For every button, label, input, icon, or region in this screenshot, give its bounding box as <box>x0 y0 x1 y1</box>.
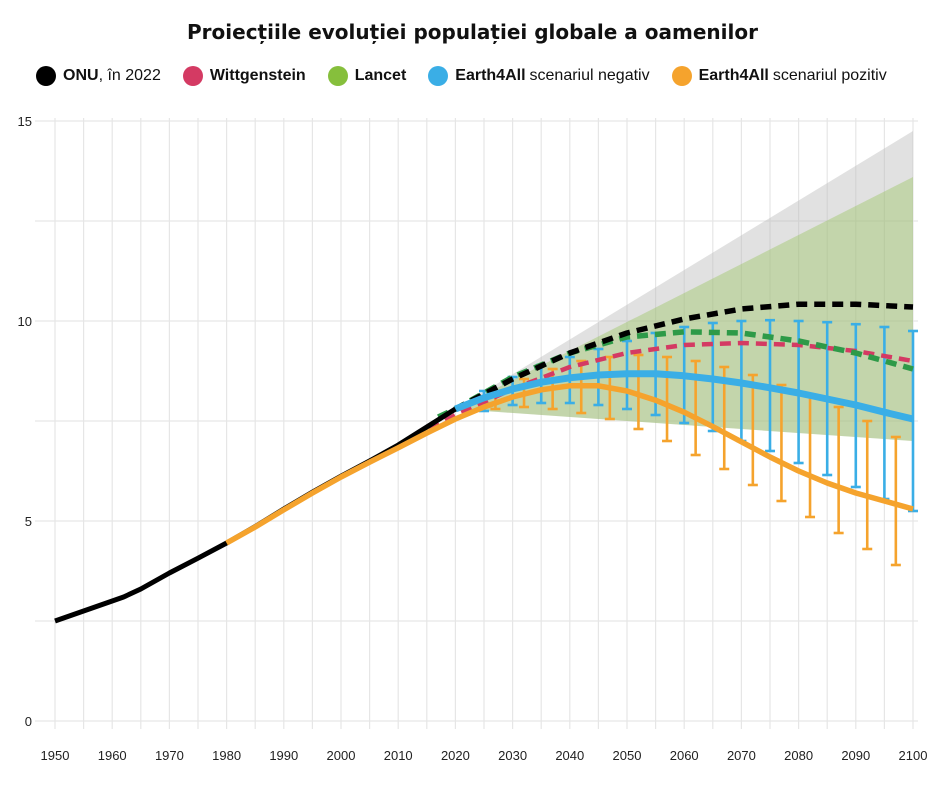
chart-title: Proiecțiile evoluției populației globale… <box>187 20 758 44</box>
legend-swatch-earth4all-positive <box>671 66 692 86</box>
x-tick-label: 2100 <box>899 748 928 763</box>
earth4all-negative-error-bar <box>908 329 918 513</box>
earth4all-positive-line <box>225 383 914 546</box>
x-tick-label: 2020 <box>441 748 470 763</box>
x-tick-label: 1990 <box>269 748 298 763</box>
legend-swatch-un <box>36 66 56 86</box>
x-tick-label: 2000 <box>327 748 356 763</box>
legend-sublabel-un: , în 2022 <box>98 67 161 84</box>
legend-item-earth4all-positive: Earth4All scenariul pozitiv <box>671 66 887 86</box>
un-projection-line <box>454 301 914 412</box>
grid <box>35 118 918 729</box>
lancet-line <box>437 329 914 420</box>
earth4all-positive-error-bar <box>833 405 844 535</box>
y-tick-label: 15 <box>18 114 32 129</box>
earth4all-positive-error-bar <box>662 355 673 443</box>
x-tick-label: 1950 <box>41 748 70 763</box>
legend-item-wittgenstein: Wittgenstein <box>182 66 306 86</box>
y-tick-label: 10 <box>18 314 32 329</box>
x-tick-label: 2030 <box>498 748 527 763</box>
legend-item-earth4all-negative: Earth4All scenariul negativ <box>428 66 650 86</box>
x-tick-label: 2090 <box>841 748 870 763</box>
series-lines <box>54 301 914 624</box>
y-tick-label: 0 <box>25 714 32 729</box>
earth4all-positive-error-bar <box>862 419 873 551</box>
legend-item-lancet: Lancet <box>327 66 407 86</box>
earth4all-negative-line <box>454 370 914 423</box>
legend-swatch-earth4all-negative <box>428 66 449 86</box>
legend-label-earth4all-positive: Earth4All <box>698 67 769 84</box>
x-tick-label: 1960 <box>98 748 127 763</box>
legend-swatch-wittgenstein <box>182 66 203 86</box>
legend-swatch-lancet <box>327 66 348 86</box>
earth4all-positive-error-bar <box>776 383 787 503</box>
x-tick-label: 2080 <box>784 748 813 763</box>
x-tick-label: 1980 <box>212 748 241 763</box>
legend-label-lancet: Lancet <box>354 67 407 84</box>
earth4all-positive-error-bar <box>747 373 758 487</box>
x-tick-label: 2070 <box>727 748 756 763</box>
legend-sublabel-earth4all-positive: scenariul pozitiv <box>772 67 887 84</box>
x-tick-label: 2050 <box>613 748 642 763</box>
legend-label-wittgenstein: Wittgenstein <box>209 67 306 84</box>
x-tick-label: 1970 <box>155 748 184 763</box>
wittgenstein-line <box>397 340 914 449</box>
legend-label-earth4all-negative: Earth4All <box>455 67 526 84</box>
x-tick-label: 2040 <box>555 748 584 763</box>
legend-sublabel-earth4all-negative: scenariul negativ <box>529 67 650 84</box>
legend-item-un: ONU, în 2022 <box>36 66 161 86</box>
legend-label-un: ONU <box>63 67 99 84</box>
chart-legend: ONU, în 2022 Wittgenstein Lancet Earth4A… <box>36 66 887 86</box>
earth4all-positive-error-bar <box>890 435 901 567</box>
y-tick-label: 5 <box>25 514 32 529</box>
x-tick-label: 2060 <box>670 748 699 763</box>
tick-labels: 1950 1960 1970 1980 1990 2000 2010 2020 2030 2040… <box>18 114 928 763</box>
x-tick-label: 2010 <box>384 748 413 763</box>
